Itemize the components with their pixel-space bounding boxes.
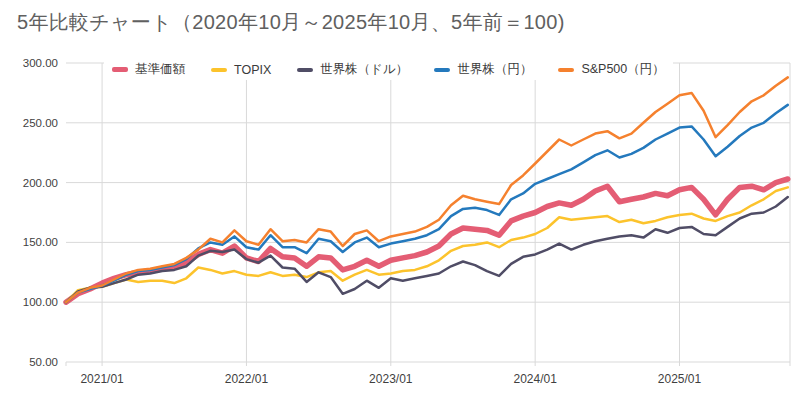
legend-marker-fund-nav-icon bbox=[112, 67, 128, 72]
legend-label-world-jpy: 世界株（円） bbox=[457, 61, 532, 78]
legend-label-sp500-jpy: S&P500（円） bbox=[581, 61, 664, 78]
y-tick-label: 300.00 bbox=[23, 57, 58, 69]
legend-marker-world-usd-icon bbox=[297, 68, 313, 72]
legend-item-world-usd[interactable]: 世界株（ドル） bbox=[297, 61, 408, 78]
chart-legend: 基準価額 TOPIX 世界株（ドル） 世界株（円） S&P500（円） bbox=[104, 59, 673, 80]
legend-item-world-jpy[interactable]: 世界株（円） bbox=[434, 61, 532, 78]
legend-marker-sp500-jpy-icon bbox=[558, 68, 574, 72]
y-tick-label: 50.00 bbox=[29, 356, 58, 368]
legend-marker-world-jpy-icon bbox=[434, 68, 450, 72]
y-tick-label: 100.00 bbox=[23, 296, 58, 308]
x-tick-label: 2024/01 bbox=[513, 372, 557, 386]
legend-label-fund-nav: 基準価額 bbox=[135, 61, 185, 78]
y-tick-label: 250.00 bbox=[23, 117, 58, 129]
legend-item-fund-nav[interactable]: 基準価額 bbox=[112, 61, 185, 78]
y-tick-label: 200.00 bbox=[23, 177, 58, 189]
x-tick-label: 2021/01 bbox=[80, 372, 124, 386]
legend-marker-topix-icon bbox=[211, 68, 227, 72]
legend-item-sp500-jpy[interactable]: S&P500（円） bbox=[558, 61, 664, 78]
y-tick-label: 150.00 bbox=[23, 236, 58, 248]
legend-label-world-usd: 世界株（ドル） bbox=[320, 61, 408, 78]
legend-label-topix: TOPIX bbox=[234, 63, 271, 77]
legend-item-topix[interactable]: TOPIX bbox=[211, 63, 271, 77]
x-tick-label: 2023/01 bbox=[369, 372, 413, 386]
x-tick-label: 2025/01 bbox=[658, 372, 702, 386]
axis-labels: 300.00 250.00 200.00 150.00 100.00 50.00 2021/… bbox=[23, 57, 702, 386]
x-tick-label: 2022/01 bbox=[225, 372, 269, 386]
chart-panel: 5年比較チャート（2020年10月～2025年10月、5年前＝100) 基準価額… bbox=[0, 0, 800, 405]
